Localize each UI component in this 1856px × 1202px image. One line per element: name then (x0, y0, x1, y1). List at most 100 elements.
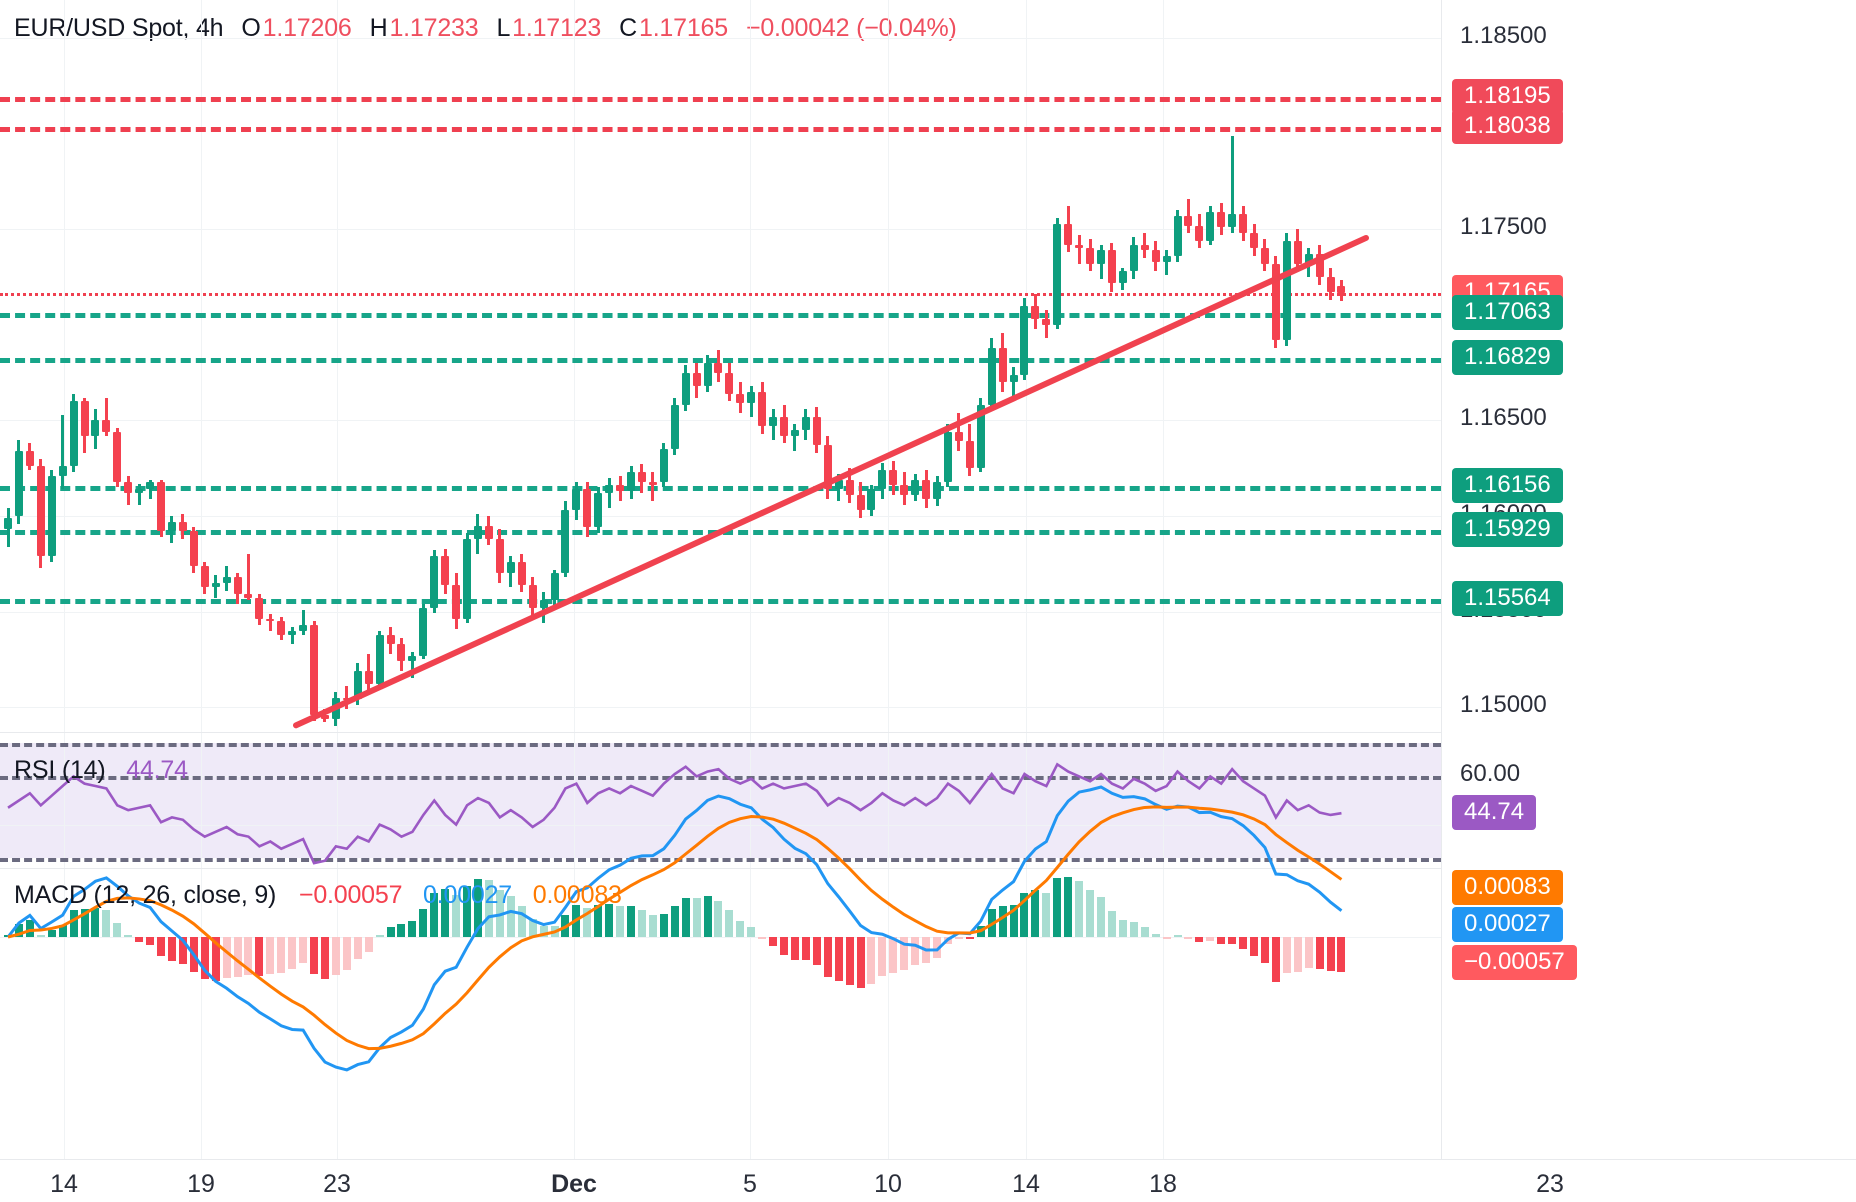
macd-histogram-bar (1064, 877, 1073, 937)
macd-histogram-bar (812, 937, 821, 966)
macd-histogram-bar (353, 937, 362, 959)
support-badge[interactable]: 1.15564 (1452, 581, 1563, 617)
macd-histogram-bar (69, 910, 78, 937)
macd-histogram-bar (1304, 937, 1313, 968)
macd-histogram-bar (627, 906, 635, 937)
gridline-horizontal (0, 707, 1441, 709)
macd-histogram-bar (1118, 919, 1127, 937)
price-pane[interactable] (0, 0, 1441, 732)
candle-body (1271, 263, 1280, 341)
rsi-value-badge[interactable]: 44.74 (1452, 795, 1537, 831)
support-badge[interactable]: 1.17063 (1452, 294, 1563, 330)
time-tick-label: Dec (551, 1170, 597, 1198)
candle-body (933, 481, 942, 499)
macd-histogram-bar (200, 937, 209, 979)
gridline-vertical (64, 869, 65, 1159)
macd-histogram-bar (1075, 880, 1084, 937)
macd-signal-badge[interactable]: 0.00083 (1452, 870, 1563, 905)
chart-legend-header: EUR/USD Spot, 4h O1.17206 H1.17233 L1.17123… (14, 14, 959, 43)
macd-histogram-bar (605, 903, 614, 937)
candle-body (58, 466, 67, 476)
candle-body (911, 479, 920, 495)
support-level-line[interactable] (0, 312, 1441, 318)
candle-body (594, 493, 603, 528)
candle-body (277, 621, 286, 635)
candle-body (47, 475, 56, 557)
candle-body (637, 472, 646, 482)
candle-body (441, 556, 450, 585)
time-axis[interactable]: 14 19 23 Dec 5 10 14 18 23 (0, 1159, 1856, 1202)
macd-histogram-bar (856, 937, 865, 989)
candle-wick (1077, 235, 1081, 264)
macd-histogram-bar (583, 907, 592, 937)
trendline-overlay[interactable] (0, 0, 1441, 732)
macd-histogram-bar (1293, 937, 1302, 972)
macd-histogram-bar (342, 937, 351, 971)
macd-histogram-bar (1260, 937, 1269, 963)
macd-histogram-bar (14, 924, 23, 937)
macd-histogram-bar (1217, 937, 1226, 944)
resistance-badge[interactable]: 1.18038 (1452, 108, 1563, 144)
candle-body (1162, 256, 1171, 262)
macd-histogram-bar (277, 937, 286, 973)
gridline-vertical (64, 733, 65, 868)
low-value: 1.17123 (512, 14, 602, 42)
support-level-line[interactable] (0, 599, 1441, 605)
rsi-pane[interactable]: RSI (14) 44.74 (0, 733, 1441, 868)
price-axis[interactable]: 1.185001.175001.165001.160001.155001.150… (1441, 0, 1856, 1159)
rsi-threshold-line (0, 776, 1441, 781)
macd-histogram-bar (780, 937, 789, 956)
gridline-horizontal (0, 229, 1441, 231)
candle-body (670, 405, 679, 450)
time-tick-label: 23 (1536, 1170, 1564, 1198)
macd-histogram-bar (1206, 937, 1215, 941)
candle-body (572, 489, 581, 511)
macd-histogram-bar (375, 935, 384, 937)
candle-body (790, 430, 799, 436)
candle-body (255, 598, 264, 620)
resistance-level-line[interactable] (0, 126, 1441, 132)
candle-body (233, 577, 242, 595)
macd-histogram-bar (1250, 937, 1259, 956)
candle-body (1206, 212, 1215, 241)
support-level-line[interactable] (0, 486, 1441, 492)
resistance-badge[interactable]: 1.18195 (1452, 78, 1563, 114)
uptrend-line[interactable] (293, 234, 1369, 729)
macd-histogram-bar (878, 937, 887, 977)
macd-line-badge[interactable]: 0.00027 (1452, 907, 1563, 942)
macd-histogram-bar (954, 937, 963, 939)
candle-body (769, 416, 778, 427)
support-badge[interactable]: 1.16829 (1452, 339, 1563, 375)
support-badge[interactable]: 1.15929 (1452, 511, 1563, 547)
candle-body (616, 485, 625, 492)
macd-histogram-bar (211, 937, 220, 981)
candle-body (364, 670, 373, 685)
candle-body (397, 644, 406, 662)
macd-histogram-bar (58, 924, 67, 937)
candle-body (1053, 223, 1062, 325)
macd-histogram-bar (299, 937, 308, 964)
candle-body (1129, 244, 1138, 272)
macd-zero-line (0, 937, 1441, 938)
gridline-vertical (888, 733, 889, 868)
candle-body (484, 525, 493, 539)
macd-hist-badge[interactable]: −0.00057 (1452, 945, 1577, 980)
macd-histogram-bar (823, 937, 832, 977)
macd-histogram-bar (102, 910, 111, 937)
price-tick-label: 1.15000 (1460, 691, 1547, 719)
high-key: H (369, 14, 388, 42)
macd-pane[interactable]: MACD (12, 26, close, 9) −0.00057 0.00027… (0, 785, 1441, 1159)
macd-histogram-bar (1053, 878, 1062, 937)
open-key: O (241, 14, 261, 42)
candle-body (4, 517, 12, 530)
candle-body (976, 405, 985, 469)
rsi-tick-label: 60.00 (1460, 760, 1521, 788)
macd-histogram-bar (965, 937, 974, 939)
support-level-line[interactable] (0, 357, 1441, 363)
gridline-vertical (888, 869, 889, 1159)
candle-body (987, 347, 996, 406)
macd-signal-value: 0.00083 (532, 881, 622, 909)
support-badge[interactable]: 1.16156 (1452, 468, 1563, 504)
macd-histogram-bar (135, 937, 144, 942)
resistance-level-line[interactable] (0, 96, 1441, 102)
